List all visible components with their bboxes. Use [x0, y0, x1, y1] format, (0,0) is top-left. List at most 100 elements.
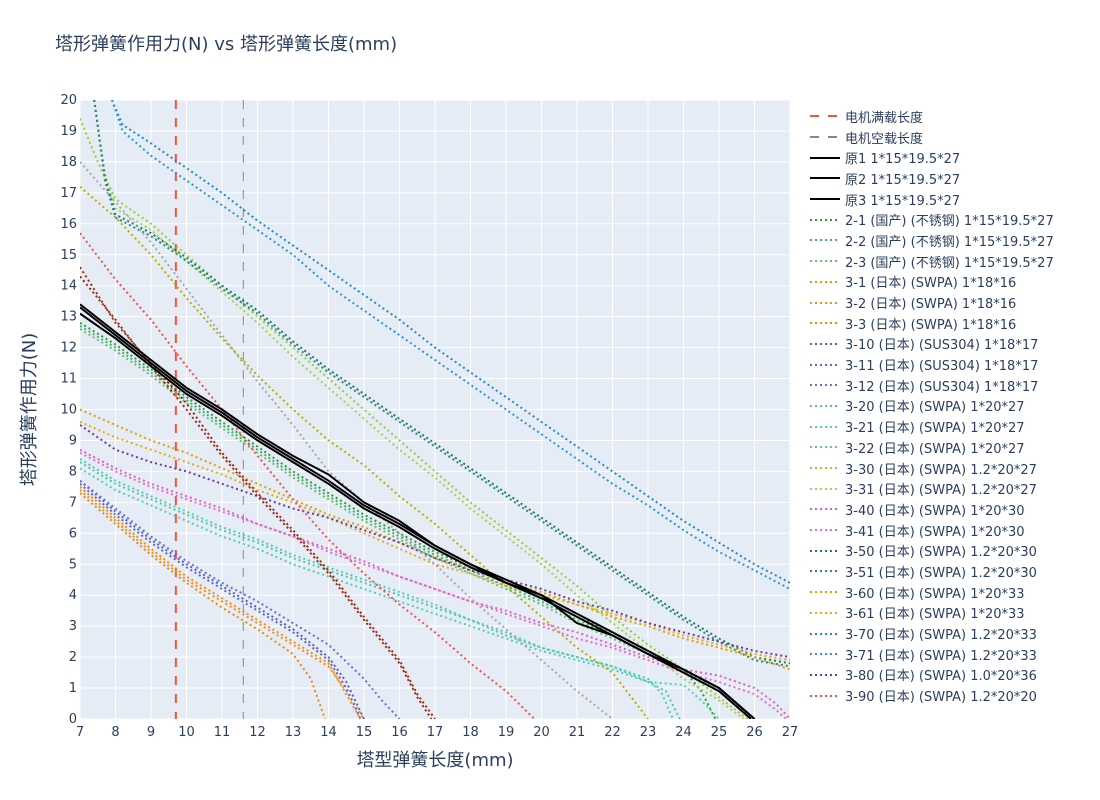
legend-swatch-icon: [810, 694, 840, 697]
y-tick-label: 10: [60, 403, 77, 418]
legend-item[interactable]: 3-20 (日本) (SWPA) 1*20*27: [808, 396, 1054, 417]
legend-item[interactable]: 3-80 (日本) (SWPA) 1.0*20*36: [808, 665, 1054, 686]
y-tick-label: 2: [69, 650, 77, 665]
legend-swatch-icon: [810, 115, 840, 118]
legend-item[interactable]: 3-51 (日本) (SWPA) 1.2*20*30: [808, 561, 1054, 582]
legend-item[interactable]: 3-40 (日本) (SWPA) 1*20*30: [808, 499, 1054, 520]
legend-swatch-icon: [810, 301, 840, 304]
legend-item[interactable]: 3-31 (日本) (SWPA) 1.2*20*27: [808, 478, 1054, 499]
series-line-3-10: [80, 479, 365, 719]
legend-item[interactable]: 3-50 (日本) (SWPA) 1.2*20*30: [808, 540, 1054, 561]
legend-item[interactable]: 电机满载长度: [808, 106, 1054, 127]
legend: 电机满载长度电机空载长度 原1 1*15*19.5*27 原2 1*15*19.5*…: [808, 106, 1054, 706]
x-tick-label: 12: [249, 725, 266, 740]
legend-item[interactable]: 3-2 (日本) (SWPA) 1*18*16: [808, 292, 1054, 313]
series-line-原3: [80, 312, 752, 719]
legend-item[interactable]: 3-12 (日本) (SUS304) 1*18*17: [808, 375, 1054, 396]
legend-item[interactable]: 3-90 (日本) (SWPA) 1.2*20*20: [808, 685, 1054, 706]
legend-label: 2-1 (国产) (不锈钢) 1*15*19.5*27: [845, 214, 1054, 230]
series-line-unlabeled-29: [80, 161, 614, 719]
series-line-unlabeled-30: [80, 185, 649, 719]
y-tick-label: 3: [69, 619, 77, 634]
y-tick-label: 8: [69, 464, 77, 479]
legend-swatch-icon: [810, 136, 840, 139]
legend-item[interactable]: 3-41 (日本) (SWPA) 1*20*30: [808, 520, 1054, 541]
legend-item[interactable]: 原3 1*15*19.5*27: [808, 189, 1054, 210]
legend-item[interactable]: 3-10 (日本) (SUS304) 1*18*17: [808, 334, 1054, 355]
legend-swatch-icon: [810, 404, 840, 407]
y-tick-label: 19: [60, 124, 77, 139]
x-tick-label: 9: [147, 725, 155, 740]
legend-item[interactable]: 3-21 (日本) (SWPA) 1*20*27: [808, 416, 1054, 437]
x-tick-label: 26: [746, 725, 763, 740]
legend-swatch-icon: [810, 632, 840, 635]
legend-swatch-icon: [810, 653, 840, 656]
x-tick-label: 23: [640, 725, 657, 740]
legend-label: 3-22 (日本) (SWPA) 1*20*27: [845, 441, 1025, 457]
y-tick-label: 15: [60, 248, 77, 263]
x-tick-label: 27: [782, 725, 799, 740]
legend-swatch-icon: [810, 156, 840, 159]
series-line-3-70: [111, 100, 790, 584]
legend-label: 3-11 (日本) (SUS304) 1*18*17: [845, 359, 1039, 375]
legend-swatch-icon: [810, 177, 840, 180]
y-tick-label: 11: [60, 372, 77, 387]
legend-swatch-icon: [810, 342, 840, 345]
series-line-原2: [80, 306, 756, 719]
x-tick-label: 14: [320, 725, 337, 740]
series-group: [80, 100, 790, 719]
legend-label: 2-2 (国产) (不锈钢) 1*15*19.5*27: [845, 234, 1054, 250]
legend-label: 3-60 (日本) (SWPA) 1*20*33: [845, 586, 1025, 602]
legend-item[interactable]: 3-70 (日本) (SWPA) 1.2*20*33: [808, 623, 1054, 644]
legend-item[interactable]: 3-71 (日本) (SWPA) 1.2*20*33: [808, 644, 1054, 665]
legend-item[interactable]: 3-61 (日本) (SWPA) 1*20*33: [808, 603, 1054, 624]
series-line-3-22: [80, 458, 674, 719]
y-tick-label: 12: [60, 341, 77, 356]
legend-swatch-icon: [810, 384, 840, 387]
x-tick-label: 15: [356, 725, 373, 740]
legend-label: 3-10 (日本) (SUS304) 1*18*17: [845, 338, 1039, 354]
y-tick-label: 14: [60, 279, 77, 294]
legend-item[interactable]: 电机空载长度: [808, 127, 1054, 148]
series-line-3-71: [111, 100, 790, 590]
legend-item[interactable]: 2-2 (国产) (不锈钢) 1*15*19.5*27: [808, 230, 1054, 251]
series-line-3-80: [80, 424, 790, 659]
legend-swatch-icon: [810, 239, 840, 242]
legend-swatch-icon: [810, 467, 840, 470]
legend-item[interactable]: 3-11 (日本) (SUS304) 1*18*17: [808, 354, 1054, 375]
legend-item[interactable]: 原1 1*15*19.5*27: [808, 147, 1054, 168]
legend-swatch-icon: [810, 487, 840, 490]
y-tick-label: 16: [60, 217, 77, 232]
legend-label: 原2 1*15*19.5*27: [845, 172, 961, 188]
x-tick-label: 11: [214, 725, 231, 740]
y-tick-label: 18: [60, 155, 77, 170]
legend-item[interactable]: 3-60 (日本) (SWPA) 1*20*33: [808, 582, 1054, 603]
series-line-3-1: [80, 486, 362, 719]
legend-label: 3-1 (日本) (SWPA) 1*18*16: [845, 276, 1017, 292]
legend-swatch-icon: [810, 591, 840, 594]
x-tick-label: 24: [675, 725, 692, 740]
legend-label: 电机空载长度: [845, 131, 924, 147]
series-line-3-41: [80, 451, 788, 719]
x-tick-label: 21: [569, 725, 586, 740]
legend-item[interactable]: 2-3 (国产) (不锈钢) 1*15*19.5*27: [808, 251, 1054, 272]
x-tick-label: 13: [285, 725, 302, 740]
legend-item[interactable]: 3-3 (日本) (SWPA) 1*18*16: [808, 313, 1054, 334]
legend-item[interactable]: 2-1 (国产) (不锈钢) 1*15*19.5*27: [808, 209, 1054, 230]
legend-label: 原3 1*15*19.5*27: [845, 193, 961, 209]
y-tick-label: 13: [60, 310, 77, 325]
legend-swatch-icon: [810, 611, 840, 614]
legend-item[interactable]: 3-22 (日本) (SWPA) 1*20*27: [808, 437, 1054, 458]
legend-label: 3-41 (日本) (SWPA) 1*20*30: [845, 524, 1025, 540]
legend-swatch-icon: [810, 363, 840, 366]
legend-item[interactable]: 3-1 (日本) (SWPA) 1*18*16: [808, 272, 1054, 293]
legend-swatch-icon: [810, 529, 840, 532]
series-line-3-21: [80, 467, 720, 719]
y-tick-label: 4: [69, 588, 77, 603]
legend-swatch-icon: [810, 218, 840, 221]
y-axis-title: 塔形弹簧作用力(N): [19, 333, 40, 487]
legend-item[interactable]: 原2 1*15*19.5*27: [808, 168, 1054, 189]
legend-item[interactable]: 3-30 (日本) (SWPA) 1.2*20*27: [808, 458, 1054, 479]
legend-label: 3-30 (日本) (SWPA) 1.2*20*27: [845, 462, 1037, 478]
